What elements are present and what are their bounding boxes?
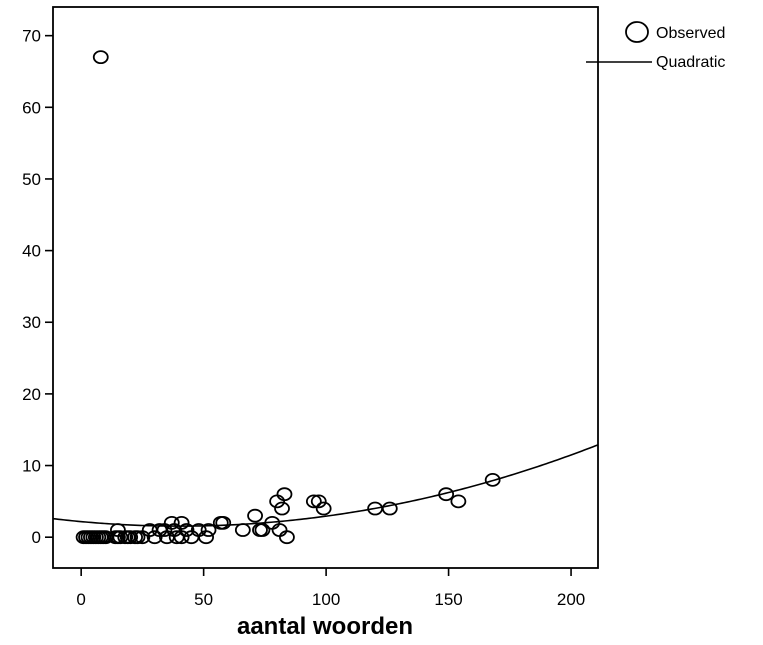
observed-point xyxy=(381,501,398,516)
observed-point xyxy=(215,515,232,530)
y-tick-label: 50 xyxy=(22,170,41,189)
observed-point xyxy=(274,501,290,516)
y-tick-label: 70 xyxy=(22,27,41,46)
observed-point xyxy=(438,487,455,502)
observed-point xyxy=(198,530,214,545)
plot-frame xyxy=(52,6,599,569)
observed-point xyxy=(247,508,263,523)
observed-point xyxy=(173,530,190,545)
y-tick-label: 0 xyxy=(32,528,41,547)
observed-point xyxy=(484,472,501,487)
observed-point xyxy=(279,530,295,545)
observed-point xyxy=(146,530,163,545)
observed-point xyxy=(173,515,190,530)
observed-point xyxy=(110,523,126,537)
observed-point xyxy=(254,523,271,537)
observed-point xyxy=(310,494,327,509)
observed-point xyxy=(129,530,146,545)
observed-point xyxy=(200,523,217,537)
x-tick-label: 150 xyxy=(434,590,462,609)
x-tick-label: 50 xyxy=(194,590,213,609)
y-tick-label: 40 xyxy=(22,242,41,261)
y-tick-label: 20 xyxy=(22,385,41,404)
legend-quadratic-label: Quadratic xyxy=(656,54,725,71)
observed-point xyxy=(163,515,180,530)
observed-point xyxy=(234,523,251,537)
legend: Observed Quadratic xyxy=(586,21,725,71)
observed-point xyxy=(305,494,322,509)
observed-point xyxy=(269,494,286,509)
legend-observed-marker xyxy=(625,21,649,43)
observed-point xyxy=(271,523,288,537)
x-tick-label: 200 xyxy=(557,590,585,609)
x-axis-label: aantal woorden xyxy=(237,613,413,640)
axes: 0 10 20 30 40 50 60 70 0 50 100 150 200 xyxy=(22,27,585,609)
legend-observed-label: Observed xyxy=(656,25,725,42)
y-tick-label: 10 xyxy=(22,457,41,476)
x-tick-label: 100 xyxy=(312,590,340,609)
y-tick-label: 30 xyxy=(22,313,41,332)
x-tick-label: 0 xyxy=(76,590,85,609)
observed-point xyxy=(315,501,332,516)
observed-point xyxy=(92,50,109,65)
observed-point xyxy=(183,530,200,545)
observed-point xyxy=(450,494,467,509)
observed-point xyxy=(276,487,293,502)
observed-point xyxy=(122,530,139,545)
plot-area xyxy=(52,50,599,545)
observed-point xyxy=(178,523,195,537)
y-tick-label: 60 xyxy=(22,98,41,117)
